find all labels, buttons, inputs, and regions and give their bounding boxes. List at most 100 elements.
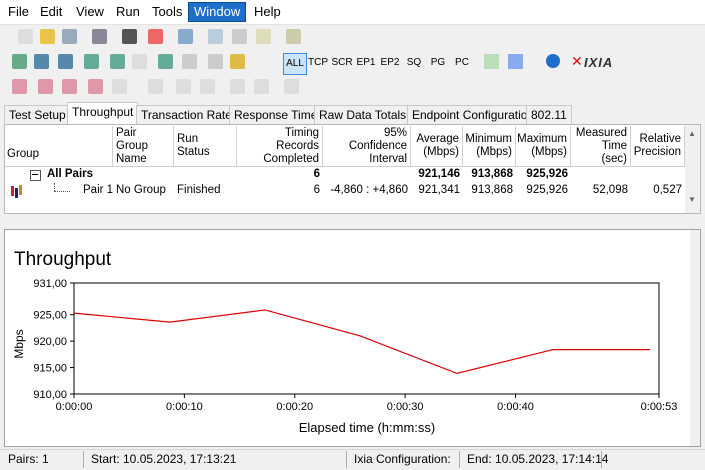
tab[interactable]: Endpoint Configuration bbox=[407, 105, 540, 125]
column-header[interactable]: Group bbox=[4, 126, 113, 166]
toolbar-icon[interactable] bbox=[158, 54, 173, 69]
toolbar-icon[interactable] bbox=[208, 54, 223, 69]
x-tick-label: 0:00:40 bbox=[497, 401, 534, 413]
toolbar-icon[interactable] bbox=[230, 54, 245, 69]
toolbar-icon[interactable] bbox=[12, 79, 27, 94]
table-cell: 0,527 bbox=[653, 184, 682, 196]
toolbar-button[interactable]: ALL bbox=[283, 53, 307, 75]
tree-line bbox=[54, 191, 70, 193]
toolbar-icon[interactable] bbox=[92, 29, 107, 44]
toolbar-icon[interactable] bbox=[484, 54, 499, 69]
toolbar-button[interactable]: SQ bbox=[406, 57, 422, 68]
toolbar-icon[interactable] bbox=[40, 29, 55, 44]
toolbar-icon[interactable] bbox=[148, 79, 163, 94]
status-end: End: 10.05.2023, 17:14:14 bbox=[467, 452, 609, 466]
toolbar-icon[interactable] bbox=[178, 29, 193, 44]
menu-item[interactable]: View bbox=[76, 4, 104, 19]
x-tick-label: 0:00:20 bbox=[276, 401, 313, 413]
tab[interactable]: 802.11 bbox=[526, 105, 572, 125]
toolbar-icon[interactable] bbox=[62, 79, 77, 94]
data-line bbox=[73, 309, 651, 375]
toolbar-icon[interactable] bbox=[208, 29, 223, 44]
toolbar-icon[interactable] bbox=[508, 54, 523, 69]
toolbar-icon[interactable] bbox=[84, 54, 99, 69]
toolbar-button[interactable]: SCR bbox=[331, 57, 353, 68]
x-tick-label: 0:00:00 bbox=[56, 401, 93, 413]
toolbar-icon[interactable] bbox=[176, 79, 191, 94]
table-cell: -4,860 : +4,860 bbox=[330, 184, 408, 196]
toolbar: IXIA ✕ bbox=[0, 25, 705, 102]
toolbar-icon[interactable] bbox=[88, 79, 103, 94]
tree-line bbox=[54, 183, 56, 191]
ixia-logo[interactable]: IXIA bbox=[584, 55, 614, 70]
scroll-up[interactable]: ▲ bbox=[688, 129, 696, 138]
table-cell: 925,926 bbox=[526, 184, 568, 196]
menu-item[interactable]: Edit bbox=[40, 4, 63, 19]
splitter bbox=[0, 214, 705, 228]
table-cell: 925,926 bbox=[526, 168, 568, 180]
menu-item[interactable]: Window bbox=[187, 2, 247, 22]
table-cell: 913,868 bbox=[471, 168, 513, 180]
toolbar-icon[interactable] bbox=[110, 54, 125, 69]
column-header[interactable]: Run Status bbox=[174, 126, 237, 166]
column-header[interactable]: Relative Precision bbox=[631, 126, 685, 166]
logo-x: ✕ bbox=[571, 53, 583, 69]
table-cell: 52,098 bbox=[592, 184, 628, 196]
x-tick-label: 0:00:10 bbox=[166, 401, 203, 413]
toolbar-button[interactable]: TCP bbox=[308, 57, 328, 68]
tab[interactable]: Raw Data Totals bbox=[314, 105, 412, 125]
toolbar-icon[interactable] bbox=[34, 54, 49, 69]
toolbar-icon[interactable] bbox=[232, 29, 247, 44]
y-tick-label: 920,00 bbox=[33, 336, 67, 348]
toolbar-icon[interactable] bbox=[112, 79, 127, 94]
column-header[interactable]: 95% Confidence Interval bbox=[323, 126, 411, 166]
toolbar-icon[interactable] bbox=[284, 79, 299, 94]
tab[interactable]: Throughput bbox=[67, 102, 139, 125]
column-header[interactable]: Minimum (Mbps) bbox=[463, 126, 516, 166]
toolbar-icon[interactable] bbox=[58, 54, 73, 69]
toolbar-icon[interactable] bbox=[148, 29, 163, 44]
toolbar-icon[interactable] bbox=[38, 79, 53, 94]
collapse-minus bbox=[32, 174, 38, 175]
table-cell: 913,868 bbox=[471, 184, 513, 196]
toolbar-icon[interactable] bbox=[182, 54, 197, 69]
toolbar-icon[interactable] bbox=[200, 79, 215, 94]
toolbar-icon[interactable] bbox=[286, 29, 301, 44]
menu-item[interactable]: File bbox=[8, 4, 29, 19]
tab[interactable]: Test Setup bbox=[4, 105, 71, 125]
menu-item[interactable]: Tools bbox=[152, 4, 183, 19]
y-tick-label: 931,00 bbox=[33, 278, 67, 290]
table-cell: 921,146 bbox=[418, 168, 460, 180]
toolbar-icon[interactable] bbox=[256, 29, 271, 44]
menu-item[interactable]: Run bbox=[116, 4, 140, 19]
toolbar-icon[interactable] bbox=[254, 79, 269, 94]
toolbar-icon[interactable] bbox=[132, 54, 147, 69]
y-tick-label: 915,00 bbox=[33, 363, 67, 375]
tab[interactable]: Transaction Rate bbox=[136, 105, 237, 125]
toolbar-icon[interactable] bbox=[546, 54, 560, 68]
column-header[interactable]: Measured Time (sec) bbox=[571, 126, 631, 166]
menu-item[interactable]: Help bbox=[254, 4, 281, 19]
toolbar-button[interactable]: EP1 bbox=[356, 57, 376, 68]
table-cell: No Group bbox=[116, 184, 166, 196]
toolbar-icon[interactable] bbox=[18, 29, 33, 44]
status-pairs: Pairs: 1 bbox=[8, 452, 49, 466]
toolbar-icon[interactable] bbox=[122, 29, 137, 44]
chart-margin bbox=[690, 230, 700, 446]
column-header[interactable]: Average (Mbps) bbox=[411, 126, 463, 166]
toolbar-icon[interactable] bbox=[230, 79, 245, 94]
toolbar-button[interactable]: PC bbox=[455, 57, 469, 68]
status-separator bbox=[83, 451, 84, 468]
toolbar-button[interactable]: EP2 bbox=[380, 57, 400, 68]
column-header[interactable]: Timing Records Completed bbox=[237, 126, 323, 166]
toolbar-icon[interactable] bbox=[62, 29, 77, 44]
toolbar-button[interactable]: PG bbox=[430, 57, 446, 68]
collapse-toggle[interactable] bbox=[30, 170, 41, 181]
toolbar-icon[interactable] bbox=[12, 54, 27, 69]
column-header[interactable]: Pair Group Name bbox=[113, 126, 174, 166]
column-header[interactable]: Maximum (Mbps) bbox=[516, 126, 571, 166]
chart-background bbox=[4, 229, 701, 447]
scroll-down[interactable]: ▼ bbox=[688, 195, 696, 204]
tab[interactable]: Response Time bbox=[229, 105, 323, 125]
